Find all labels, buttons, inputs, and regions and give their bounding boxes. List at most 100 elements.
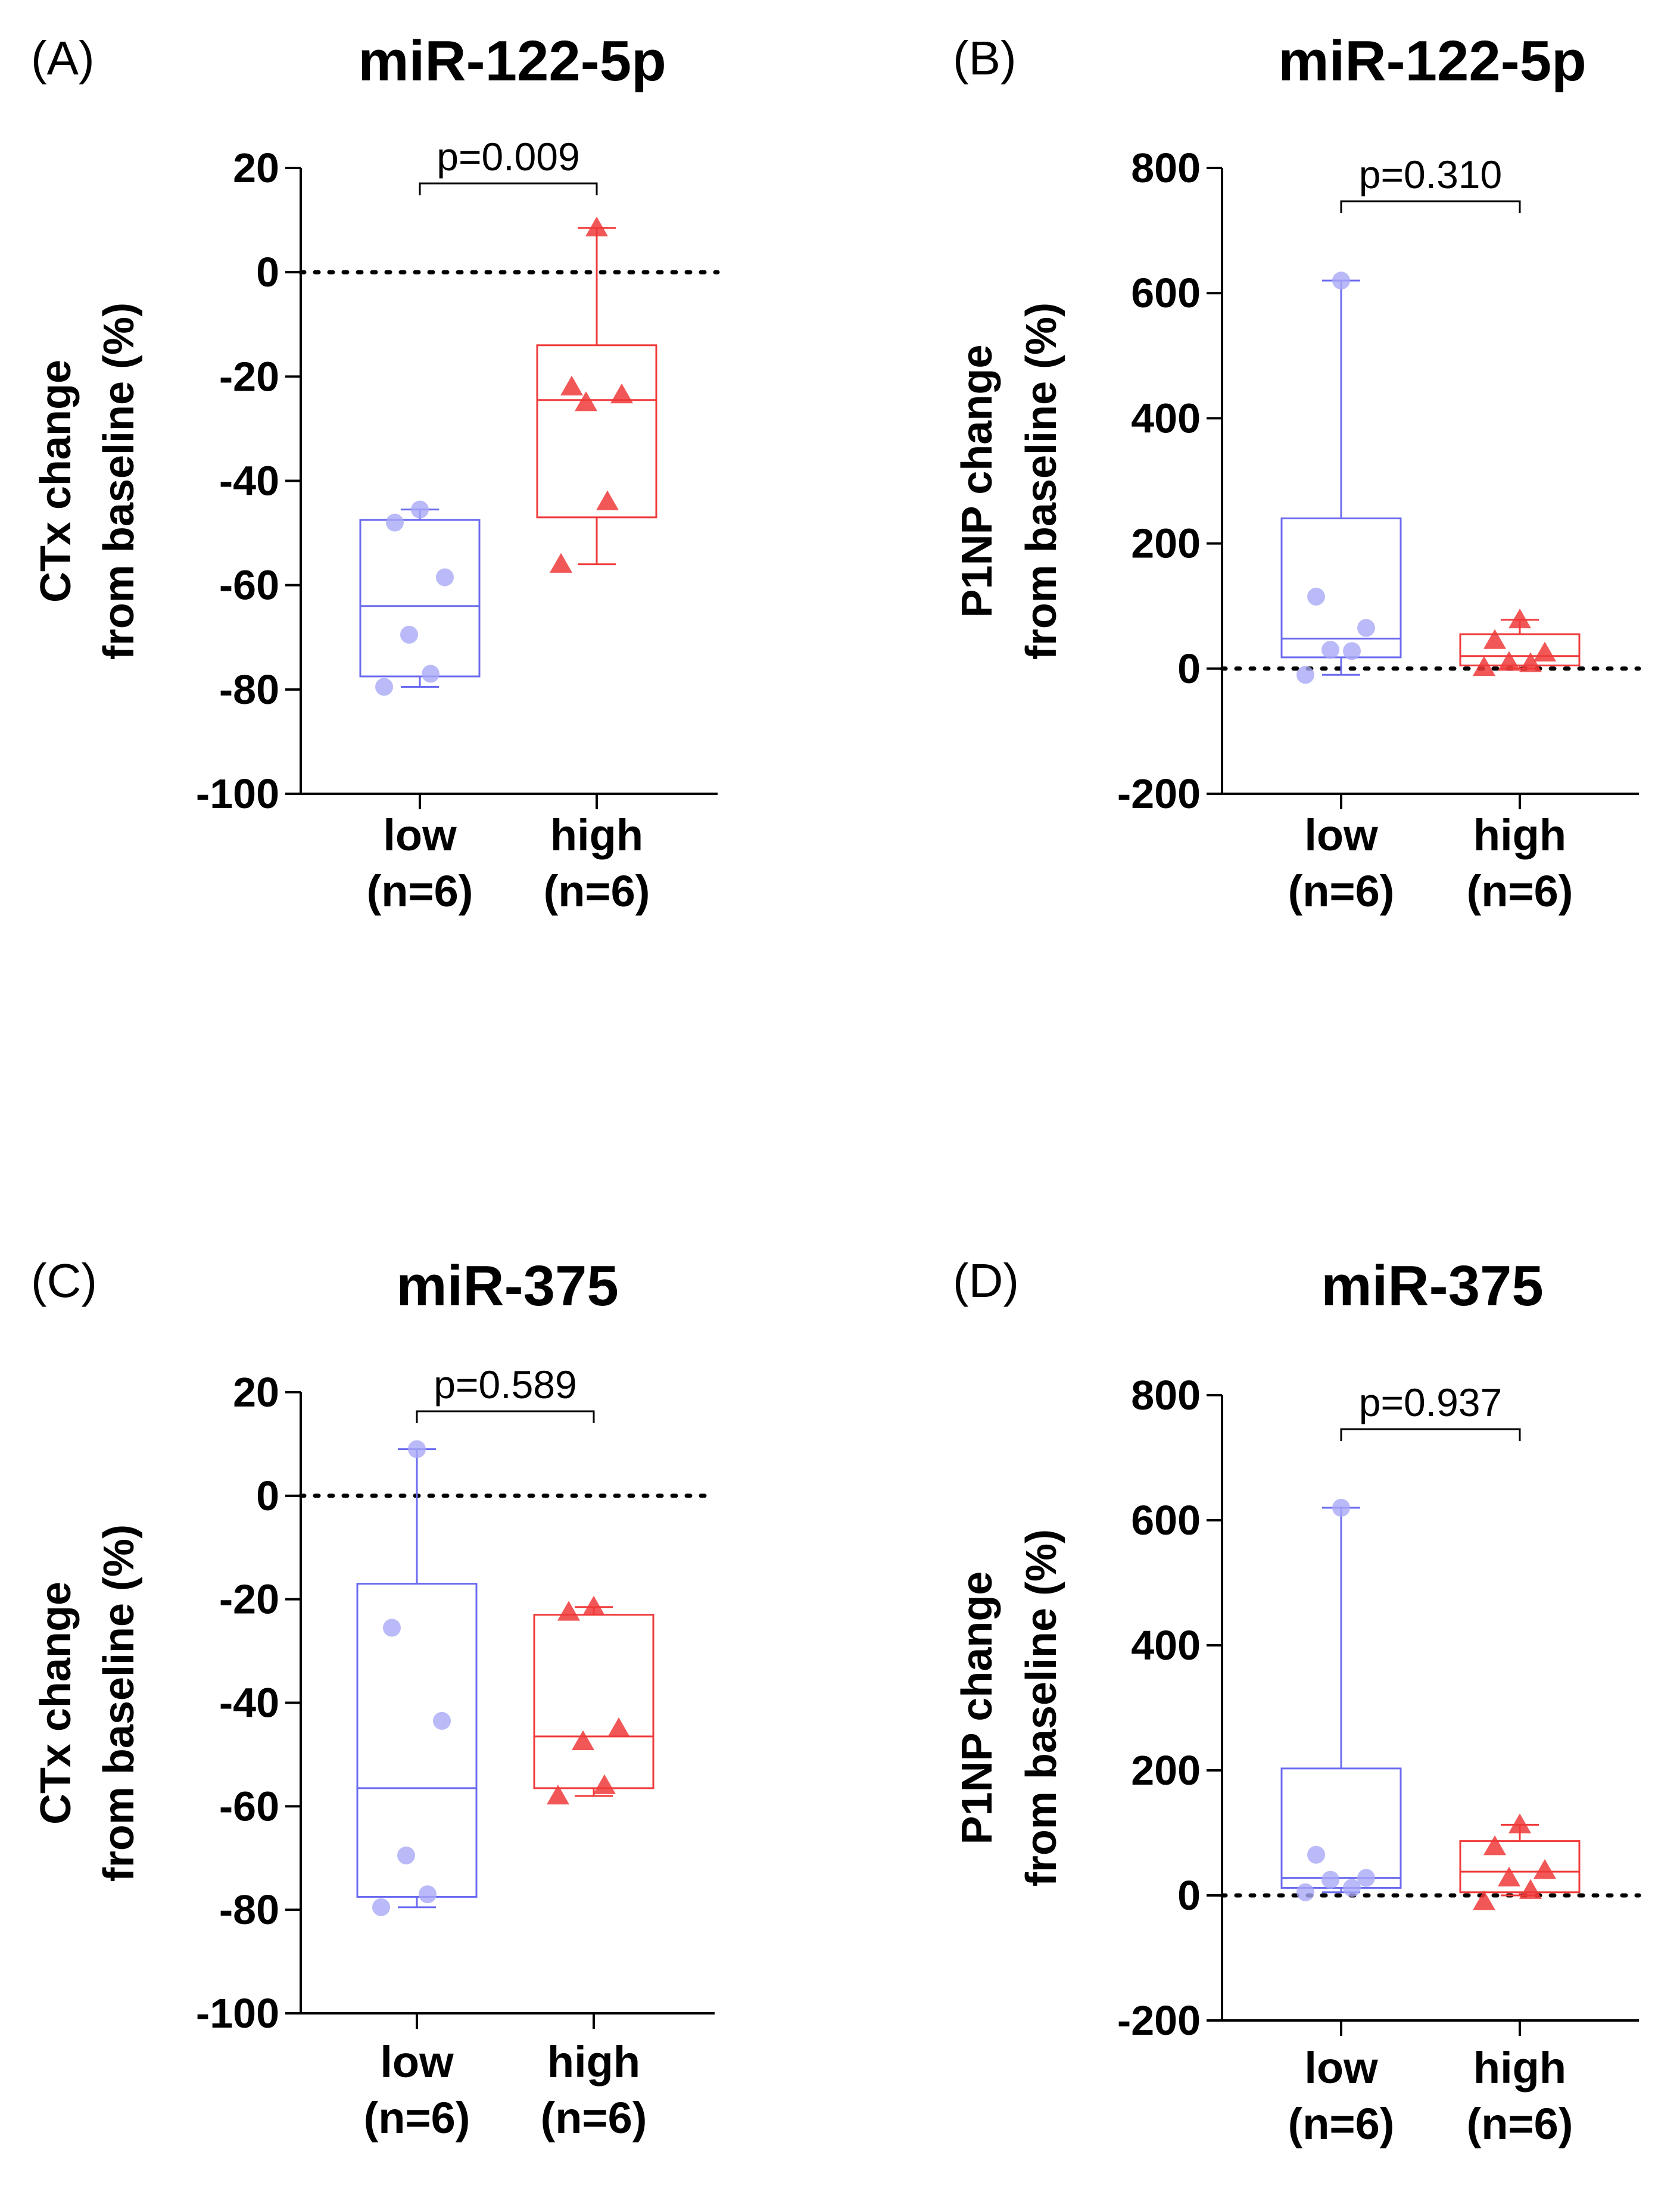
data-point <box>1473 1890 1495 1910</box>
data-point <box>572 1730 594 1750</box>
chart-panel-d: (D) miR-375 P1NP change from baseline (%) 80… <box>953 1254 1641 2148</box>
data-point <box>1508 1813 1531 1833</box>
data-point <box>1498 651 1520 671</box>
data-point <box>1307 1845 1325 1864</box>
y-tick-label: 0 <box>256 1473 279 1519</box>
data-point <box>1343 1879 1361 1897</box>
y-tick-label: -200 <box>1117 1997 1201 2044</box>
data-point <box>1519 1879 1542 1899</box>
data-point <box>386 513 404 532</box>
chart-title: miR-375 <box>396 1254 619 1318</box>
data-point <box>1332 272 1350 290</box>
box-group-low: low (n=6) <box>1280 1499 1402 2148</box>
data-point <box>1296 666 1314 684</box>
box-group-high: high (n=6) <box>536 216 657 916</box>
y-axis-title-line2: from baseline (%) <box>1018 1529 1065 1886</box>
chart-panel-b: (B) miR-122-5p P1NP change from baseline (%… <box>953 29 1641 916</box>
data-point <box>575 391 597 411</box>
significance-bracket <box>1340 1428 1521 1441</box>
box-group-low: low (n=6) <box>359 500 481 916</box>
data-point <box>383 1619 401 1637</box>
y-axis-title-line1: CTx change <box>32 360 80 603</box>
panel-letter: (B) <box>953 32 1017 85</box>
category-label: high <box>550 810 643 860</box>
y-tick-label: 400 <box>1131 395 1201 441</box>
y-tick-label: 0 <box>1177 645 1201 692</box>
data-point <box>1357 619 1375 637</box>
y-axis-title-line1: P1NP change <box>953 345 1001 618</box>
y-tick-label: 800 <box>1131 1372 1201 1418</box>
y-tick-label: 20 <box>233 1369 279 1415</box>
y-tick-label: -20 <box>219 353 279 400</box>
data-point <box>550 553 572 573</box>
chart-title: miR-122-5p <box>358 29 666 93</box>
category-label: low <box>1304 2043 1378 2093</box>
panel-letter: (D) <box>953 1254 1019 1307</box>
y-tick-label: 200 <box>1131 1747 1201 1794</box>
data-point <box>1343 642 1361 660</box>
y-tick-label: -80 <box>219 666 279 713</box>
category-n-label: (n=6) <box>367 866 473 916</box>
y-tick-label: 600 <box>1131 1497 1201 1543</box>
y-axis-title-line1: CTx change <box>32 1582 80 1825</box>
box-iqr <box>533 1614 654 1789</box>
data-point <box>1519 652 1542 672</box>
box-iqr <box>359 519 481 678</box>
y-tick-label: -40 <box>219 458 279 504</box>
data-point <box>1473 656 1495 676</box>
chart-panel-a: (A) miR-122-5p CTx change from baseline (%)… <box>31 29 720 916</box>
y-tick-label: -40 <box>219 1680 279 1726</box>
data-point <box>1296 1883 1314 1901</box>
data-point <box>408 1440 426 1458</box>
y-axis-title-line1: P1NP change <box>953 1571 1001 1845</box>
significance-bracket <box>416 1410 595 1423</box>
box-iqr <box>1459 1840 1581 1894</box>
data-point <box>582 1595 605 1616</box>
data-point <box>1483 1835 1506 1856</box>
box-iqr <box>536 344 657 519</box>
data-point <box>1321 1870 1339 1889</box>
data-point <box>419 1885 437 1904</box>
data-point <box>547 1784 569 1805</box>
data-point <box>593 1774 616 1794</box>
chart-panel-c: (C) miR-375 CTx change from baseline (%) 20 0… <box>31 1254 717 2143</box>
y-axis-title-line2: from baseline (%) <box>95 303 143 660</box>
category-label: high <box>1473 2043 1566 2093</box>
significance-bracket <box>419 182 598 195</box>
y-tick-label: 0 <box>256 249 279 295</box>
data-point <box>1533 641 1556 662</box>
p-value-label: p=0.009 <box>437 135 579 179</box>
box-group-low: low (n=6) <box>1280 272 1402 916</box>
box-group-high: high (n=6) <box>1459 608 1581 916</box>
data-point <box>557 1601 580 1621</box>
category-label: low <box>383 810 457 860</box>
chart-title: miR-375 <box>1321 1254 1544 1318</box>
y-tick-label: -200 <box>1117 771 1201 817</box>
panel-letter: (A) <box>31 32 95 85</box>
p-value-label: p=0.937 <box>1359 1380 1502 1424</box>
y-tick-label: 800 <box>1131 145 1201 191</box>
category-n-label: (n=6) <box>541 2093 647 2143</box>
data-point <box>397 1846 415 1864</box>
data-point <box>607 1717 630 1738</box>
box-group-low: low (n=6) <box>356 1440 478 2143</box>
data-point <box>436 568 454 587</box>
data-point <box>433 1711 451 1730</box>
significance-bracket <box>1340 200 1521 213</box>
y-tick-label: -80 <box>219 1886 279 1933</box>
data-point <box>411 500 429 519</box>
category-n-label: (n=6) <box>1288 866 1395 916</box>
box-iqr <box>1280 517 1402 659</box>
y-tick-label: -60 <box>219 1783 279 1829</box>
data-point <box>400 625 418 644</box>
panel-letter: (C) <box>31 1254 97 1307</box>
y-axis-title-line2: from baseline (%) <box>1018 303 1065 660</box>
y-tick-label: -100 <box>196 1990 279 2037</box>
data-point <box>1332 1499 1350 1517</box>
y-axis-title-line2: from baseline (%) <box>95 1524 143 1882</box>
data-point <box>1321 641 1339 659</box>
y-tick-label: 0 <box>1177 1872 1201 1919</box>
chart-title: miR-122-5p <box>1278 29 1587 93</box>
box-group-high: high (n=6) <box>533 1595 654 2143</box>
